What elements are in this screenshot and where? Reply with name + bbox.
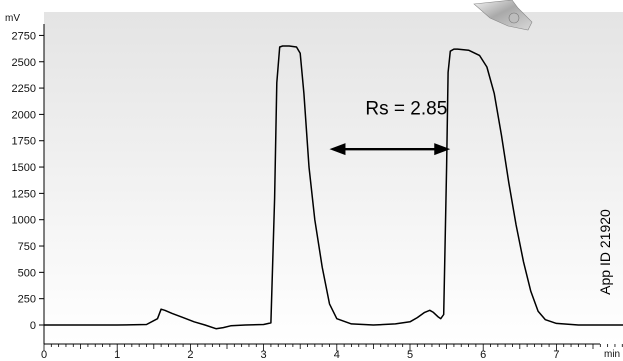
y-tick-label-2000: 2000 (12, 109, 36, 121)
x-axis-unit: min (604, 349, 620, 360)
x-tick-label-4: 4 (334, 349, 340, 361)
x-tick-label-6: 6 (480, 349, 486, 361)
instrument-image (473, 0, 533, 31)
app-id-label: App ID 21920 (597, 209, 613, 295)
y-axis-unit: mV (5, 13, 20, 24)
x-tick-label-1: 1 (114, 349, 120, 361)
plot-background (44, 12, 623, 344)
y-tick-label-750: 750 (18, 241, 36, 253)
arrow-head-left (329, 143, 346, 156)
y-tick-label-2500: 2500 (12, 57, 36, 69)
y-tick-label-1000: 1000 (12, 215, 36, 227)
x-tick-label-2: 2 (187, 349, 193, 361)
y-tick-label-2750: 2750 (12, 30, 36, 42)
x-tick-label-5: 5 (407, 349, 413, 361)
y-tick-label-2250: 2250 (12, 83, 36, 95)
x-tick-label-3: 3 (261, 349, 267, 361)
y-axis-ticks: 0 250 500 750 1000 1250 1500 1750 2000 2250 2500 27… (12, 30, 44, 332)
series-line-chromatogram (44, 45, 623, 330)
y-tick-label-1250: 1250 (12, 188, 36, 200)
x-tick-label-0: 0 (41, 349, 47, 361)
y-tick-label-250: 250 (18, 294, 36, 306)
x-tick-label-7: 7 (553, 349, 559, 361)
y-tick-label-1750: 1750 (12, 136, 36, 148)
y-tick-label-0: 0 (30, 320, 36, 332)
x-axis-ticks: 0 1 2 3 4 5 6 7 (41, 344, 623, 361)
y-tick-label-500: 500 (18, 267, 36, 279)
resolution-double-arrow (329, 143, 451, 156)
y-tick-label-1500: 1500 (12, 162, 36, 174)
arrow-head-right (434, 143, 451, 156)
resolution-annotation: Rs = 2.85 (365, 98, 447, 119)
